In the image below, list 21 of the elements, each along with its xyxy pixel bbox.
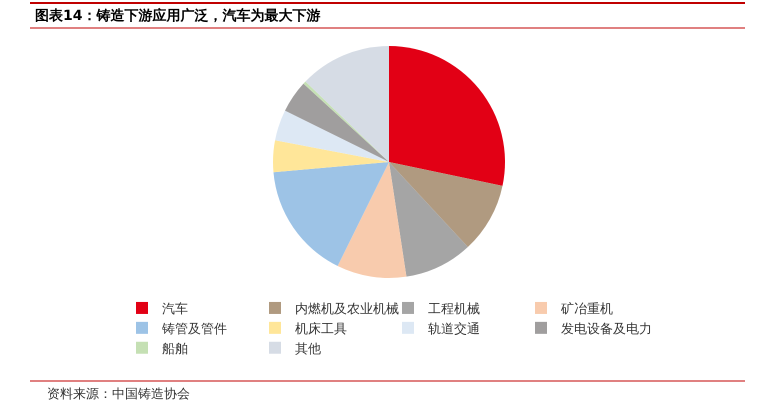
legend-label: 汽车 — [162, 302, 188, 318]
pie-slice — [389, 46, 505, 186]
text: 资料来源：中国铸造协会 — [47, 387, 190, 402]
pie-slice — [284, 84, 389, 162]
legend-label: 机床工具 — [295, 322, 347, 337]
legend-label: 内燃机及农业机械 — [295, 302, 399, 318]
pie-slice — [389, 162, 503, 248]
chart-title: 图表14：铸造下游应用广泛，汽车为最大下游 — [35, 6, 320, 24]
pie-slice — [273, 162, 389, 266]
legend-label: 轨道交通 — [428, 320, 480, 337]
pie-slice — [273, 140, 389, 172]
pie-slice — [275, 110, 389, 162]
legend-label: 发电设备及电力 — [561, 322, 652, 337]
pie-slice — [338, 162, 406, 278]
legend-label: 工程机械 — [428, 302, 480, 318]
legend-label: 船舶 — [162, 342, 188, 357]
pie-slice — [389, 162, 468, 277]
legend-label: 铸管及管件 — [161, 322, 227, 337]
legend-label: 矿冶重机 — [560, 302, 613, 318]
legend-label: 其他 — [295, 342, 321, 357]
pie-slice — [305, 46, 389, 162]
